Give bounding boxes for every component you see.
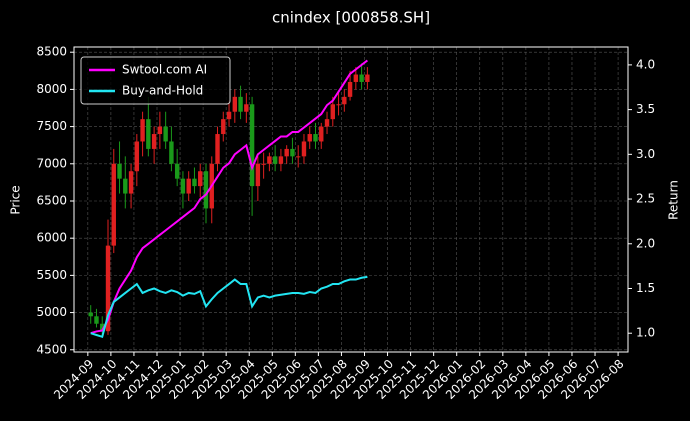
candle-body [296, 156, 301, 158]
candle-body [157, 126, 163, 135]
candle-body [267, 156, 272, 164]
candle-body [290, 148, 295, 157]
return-line [90, 59, 368, 335]
y-tick-label: 7500 [36, 119, 67, 133]
candle-body [134, 141, 140, 172]
legend: Swtool.com AI Buy-and-Hold [80, 56, 231, 105]
candle-body [215, 134, 220, 164]
candle-body [342, 96, 347, 105]
candle-body [180, 178, 186, 194]
y-tick-label: 5000 [36, 305, 67, 319]
candle-body [347, 81, 353, 97]
candle-body [111, 163, 116, 246]
candle-body [272, 156, 278, 164]
candle-body [244, 104, 249, 112]
candle-body [359, 74, 364, 82]
candle-body [151, 134, 157, 149]
y-tick-label: 8500 [36, 45, 67, 59]
y2-axis-label: Return [667, 180, 681, 220]
y2-tick-label: 4.0 [636, 57, 655, 71]
candle-body [232, 96, 238, 112]
plot-frame [73, 46, 629, 353]
candle-body [186, 178, 191, 194]
candle-body [100, 323, 105, 332]
y-tick-label: 6000 [36, 231, 67, 245]
candle-body [94, 316, 99, 324]
y2-tick-label: 2.0 [636, 236, 655, 250]
y-tick-label: 6500 [36, 193, 67, 207]
candle-body [128, 171, 134, 194]
candle-body [88, 312, 93, 317]
y2-tick-label: 2.5 [636, 192, 655, 206]
candle-body [284, 148, 289, 157]
candle-body [255, 163, 261, 187]
y-tick-label: 8000 [36, 82, 67, 96]
candle-body [307, 134, 312, 142]
candle-body [123, 178, 128, 194]
y-tick-label: 7000 [36, 156, 67, 170]
candle-body [140, 119, 145, 142]
candle-body [105, 245, 111, 332]
y2-tick-label: 1.0 [636, 326, 655, 340]
candle-body [221, 119, 226, 135]
legend-box [80, 56, 231, 105]
candle-body [198, 171, 203, 187]
candle-body [249, 104, 255, 187]
candle-body [261, 163, 266, 165]
y2-tick-label: 3.0 [636, 147, 655, 161]
candle-body [203, 171, 209, 209]
candle-body [353, 74, 359, 82]
candle-body [365, 74, 370, 82]
legend-label: Buy-and-Hold [122, 84, 203, 98]
candle-body [238, 96, 243, 112]
candle-body [278, 156, 284, 164]
candle-body [226, 111, 232, 120]
candle-body [313, 134, 318, 142]
chart-title: cnindex [000858.SH] [272, 9, 430, 27]
y2-tick-label: 1.5 [636, 281, 655, 295]
candle-body [146, 119, 151, 149]
candle-body [319, 126, 324, 142]
candle-body [301, 141, 307, 157]
candle-body [192, 178, 197, 187]
candle-body [163, 126, 168, 142]
y-tick-label: 4500 [36, 342, 67, 356]
legend-label: Swtool.com AI [122, 63, 207, 77]
candle-body [169, 141, 174, 164]
candle-body [330, 104, 335, 120]
candle-body [336, 104, 341, 106]
y-axis-label: Price [9, 185, 23, 214]
y2-tick-label: 3.5 [636, 102, 655, 116]
candle-body [117, 163, 122, 179]
candle-body [324, 119, 330, 127]
return-line [90, 275, 368, 339]
candle-body [174, 163, 180, 179]
y-tick-label: 5500 [36, 268, 67, 282]
